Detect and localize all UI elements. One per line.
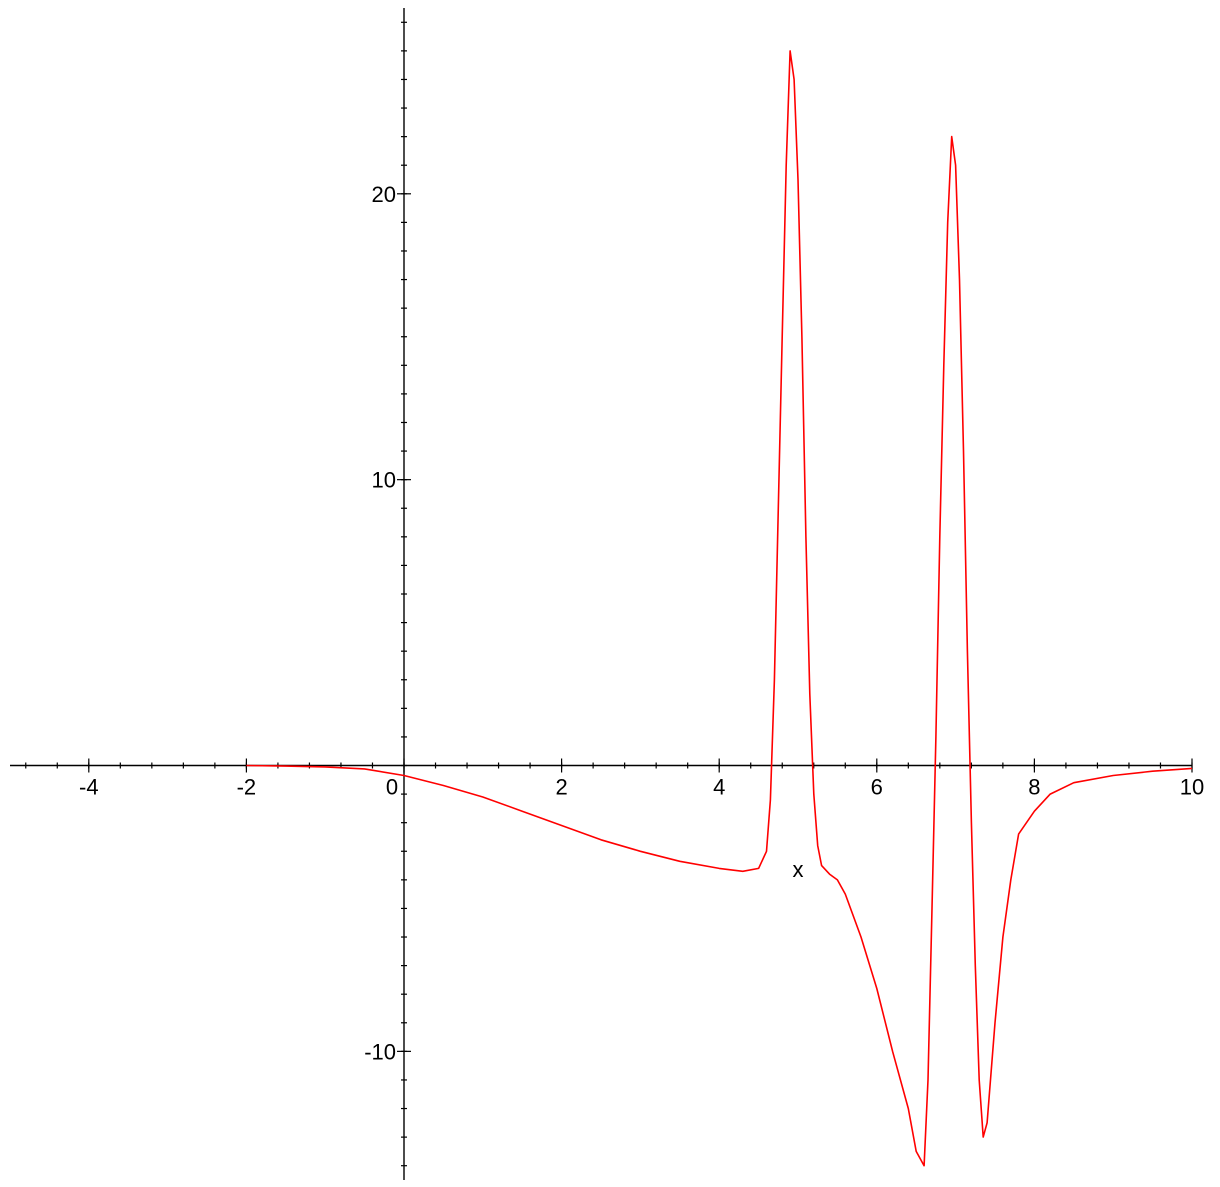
y-tick-labels: -10 10 20 xyxy=(364,182,396,1065)
x-tick-labels: -4 -2 0 2 4 6 8 10 xyxy=(79,775,1204,800)
series-line xyxy=(246,50,1193,1167)
x-tick-label: 6 xyxy=(871,775,883,800)
x-axis-title: x xyxy=(793,857,804,882)
x-major-ticks xyxy=(88,758,1193,773)
y-tick-label: -10 xyxy=(364,1039,396,1064)
y-major-ticks xyxy=(397,193,411,1052)
x-tick-label: 0 xyxy=(386,775,398,800)
x-tick-label: 10 xyxy=(1180,775,1204,800)
series-layer xyxy=(246,50,1193,1167)
y-tick-label: 20 xyxy=(372,182,396,207)
x-tick-label: -2 xyxy=(237,775,257,800)
x-tick-label: 4 xyxy=(713,775,725,800)
y-tick-label: 10 xyxy=(372,468,396,493)
x-tick-label: 2 xyxy=(555,775,567,800)
axes: -4 -2 0 2 4 6 8 10 -10 10 20 x xyxy=(10,8,1204,1180)
x-tick-label: -4 xyxy=(79,775,99,800)
x-tick-label: 8 xyxy=(1028,775,1040,800)
